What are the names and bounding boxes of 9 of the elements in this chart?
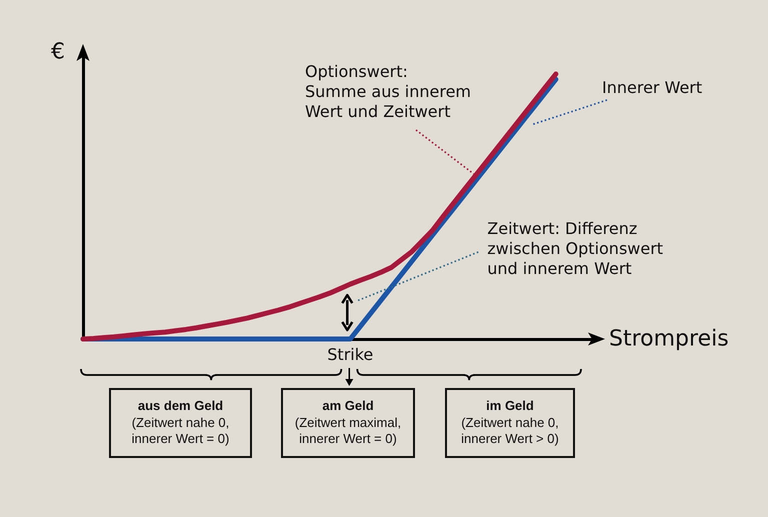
note-box: am Geld (Zeitwert maximal, innerer Wert = 0)	[281, 388, 415, 458]
note-box: aus dem Geld (Zeitwert nahe 0, innerer Wert = 0)	[109, 388, 252, 458]
text: Innerer Wert	[602, 78, 702, 98]
note-box: im Geld (Zeitwert nahe 0, innerer Wert > 0)	[445, 388, 575, 458]
y-axis-title: €	[51, 40, 65, 64]
text: Strike	[327, 345, 374, 365]
text: Optionswert: Summe aus innerem Wert und Zeitwert	[305, 62, 472, 122]
annotation: Zeitwert: Differenz zwischen Optionswert und innerem Wert	[487, 219, 664, 279]
x-axis-title: Strompreis	[609, 326, 729, 352]
